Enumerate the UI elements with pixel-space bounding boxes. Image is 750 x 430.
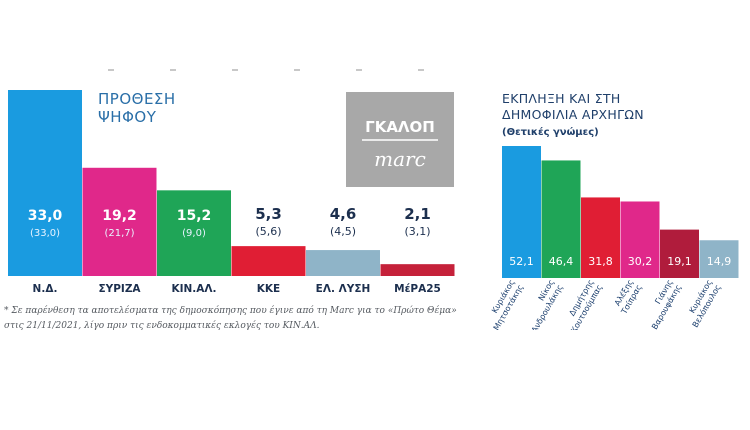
left-category-label: ΣΥΡΙΖΑ bbox=[98, 283, 141, 295]
logo-top-text: ΓΚΑΛΟΠ bbox=[365, 118, 435, 136]
left-value-label: 19,2 bbox=[102, 208, 137, 224]
vote-intention-chart: ΠΡΟΘΕΣΗ ΨΗΦΟΥ ΓΚΑΛΟΠ marc 33,0 (33,0) Ν.Δ.… bbox=[8, 69, 455, 295]
left-category-label: ΕΛ. ΛΥΣΗ bbox=[316, 283, 371, 295]
left-value-label: 5,3 bbox=[255, 205, 282, 223]
right-category-label: ΑλέξηςΤσίπρας bbox=[610, 278, 644, 317]
left-previous-label: (3,1) bbox=[404, 225, 430, 238]
left-bar bbox=[157, 190, 231, 276]
right-category-label: ΝίκοςΑνδρουλάκης bbox=[521, 278, 564, 330]
left-bar bbox=[8, 90, 82, 276]
left-category-label: ΚΙΝ.ΑΛ. bbox=[171, 283, 216, 295]
left-category-label: ΜέΡΑ25 bbox=[394, 283, 441, 295]
left-previous-label: (33,0) bbox=[30, 228, 60, 239]
footnote: * Σε παρένθεση τα αποτελέσματα της δημοσ… bbox=[4, 306, 457, 331]
right-category-label: ΚυριάκοςΜητσοτάκης bbox=[490, 278, 525, 330]
left-value-label: 2,1 bbox=[404, 205, 431, 223]
logo-bottom-text: marc bbox=[374, 147, 426, 171]
right-bar bbox=[541, 160, 581, 278]
left-previous-label: (21,7) bbox=[104, 228, 134, 239]
right-chart-subtitle: (Θετικές γνώμες) bbox=[502, 126, 599, 138]
right-bar bbox=[502, 146, 541, 278]
right-category-label: ΓιάνηςΒαρουφάκης bbox=[641, 278, 683, 330]
left-chart-title-line-2: ΨΗΦΟΥ bbox=[98, 108, 157, 126]
left-category-label: Ν.Δ. bbox=[33, 283, 58, 295]
leader-popularity-chart: ΕΚΠΛΗΞΗ ΚΑΙ ΣΤΗ ΔΗΜΟΦΙΛΙΑ ΑΡΧΗΓΩΝ (Θετικ… bbox=[490, 91, 739, 330]
right-value-label: 19,1 bbox=[667, 255, 692, 268]
left-category-label: ΚΚΕ bbox=[257, 283, 280, 295]
left-previous-label: (9,0) bbox=[182, 228, 206, 239]
left-previous-label: (4,5) bbox=[330, 225, 356, 238]
right-chart-title-line-2: ΔΗΜΟΦΙΛΙΑ ΑΡΧΗΓΩΝ bbox=[502, 107, 644, 122]
right-value-label: 14,9 bbox=[707, 255, 732, 268]
right-bar bbox=[699, 240, 739, 278]
left-value-label: 33,0 bbox=[28, 208, 63, 224]
left-bar bbox=[306, 250, 380, 276]
left-bars-group: 33,0 (33,0) Ν.Δ. 19,2 (21,7) ΣΥΡΙΖΑ 15,2 (9,0) Κ… bbox=[8, 90, 455, 295]
left-bar bbox=[82, 167, 157, 276]
right-bar bbox=[620, 201, 660, 278]
left-value-label: 4,6 bbox=[330, 205, 357, 223]
right-chart-title-line-1: ΕΚΠΛΗΞΗ ΚΑΙ ΣΤΗ bbox=[502, 91, 621, 106]
right-category-label: ΚυριάκοςΒελόπουλος bbox=[682, 278, 723, 329]
right-category-label: ΔημήτρηςΚουτσούμπας bbox=[561, 278, 604, 330]
left-bar bbox=[380, 264, 455, 276]
right-value-label: 46,4 bbox=[549, 255, 574, 268]
left-bar bbox=[231, 246, 306, 276]
left-value-label: 15,2 bbox=[177, 208, 212, 224]
right-value-label: 52,1 bbox=[509, 255, 534, 268]
right-value-label: 31,8 bbox=[588, 255, 613, 268]
left-previous-label: (5,6) bbox=[255, 225, 281, 238]
right-bar bbox=[660, 229, 699, 278]
right-bar bbox=[581, 197, 620, 278]
right-value-label: 30,2 bbox=[628, 255, 653, 268]
right-bars-group: 52,1 ΚυριάκοςΜητσοτάκης 46,4 ΝίκοςΑνδρουλάκ… bbox=[490, 146, 739, 330]
left-chart-title-line-1: ΠΡΟΘΕΣΗ bbox=[98, 90, 176, 108]
gallup-marc-logo: ΓΚΑΛΟΠ marc bbox=[346, 92, 454, 187]
